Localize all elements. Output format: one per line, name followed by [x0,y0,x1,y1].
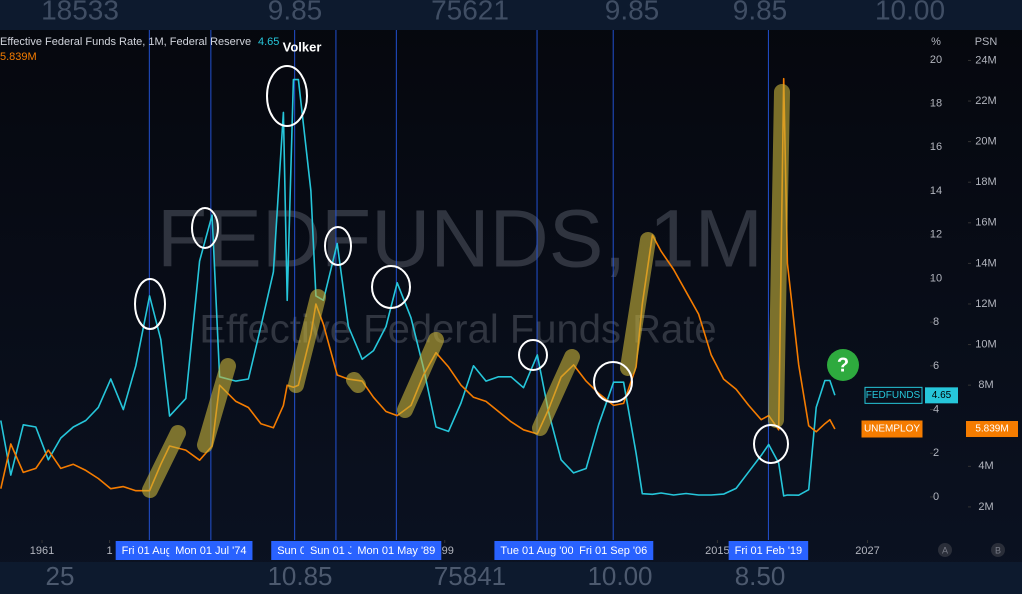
series-line [0,78,836,497]
last-value-badge [966,421,1018,438]
y-tick-label: 14 [930,185,942,197]
last-value-label: 4.65 [932,390,952,401]
marker-label: Fri 01 Aug ' [122,545,177,557]
y-tick-label: 4 [933,403,939,415]
ticker-text: 9.85 [733,0,788,25]
y-tick-label: 8 [933,316,939,328]
ticker-text: 10.00 [587,561,652,591]
y-tick-label: 20 [930,54,942,66]
y2-tick-label: 2M [978,501,993,513]
marker-label: Sun 01 Jul [310,545,362,557]
marker-label-box [728,541,809,560]
circle [266,65,308,127]
highlight [532,349,580,436]
annotation: ? [837,354,849,376]
ticker-text: 75841 [434,561,506,591]
ticker-text: 25 [46,561,75,591]
series-badge [864,386,923,404]
y2-tick-label: 14M [975,257,996,269]
x-tick-label: 2015 [705,545,729,557]
header-value: 5.839M [0,51,37,63]
ticker-text: 9.85 [605,0,660,25]
marker-label-box [494,541,580,560]
series-name: UNEMPLOY [864,424,920,435]
circle [191,207,219,249]
tickers: 18533 9.85 75621 9.85 9.85 10.00 25 10.85 75841 1… [41,0,945,591]
y-tick-label: 2 [933,447,939,459]
y-tick-label: 18 [930,98,942,110]
chart-title: Effective Federal Funds Rate, 1M, Federa… [0,36,251,48]
question-badge [827,349,859,381]
last-value-label: 5.839M [975,424,1008,435]
y2-tick-label: 20M [975,136,996,148]
ticker-text: 9.85 [268,0,323,25]
marker-label-box [115,541,183,560]
circle [371,265,411,309]
y2-tick-label: 16M [975,217,996,229]
y2-tick-label: 10M [975,338,996,350]
y2-tick-label: 22M [975,95,996,107]
annotation: Volker [283,39,322,54]
watermark-symbol: FEDFUNDS, 1M [157,194,763,285]
marker-label: Fri 01 Sep '06 [579,545,647,557]
header-value: 4.65 [258,36,279,48]
ticker-text: 10.85 [267,561,332,591]
y-tick-label: 0 [933,491,939,503]
ticker-text: 75621 [431,0,509,25]
circles [134,65,789,464]
marker-label: Mon 01 Jul '74 [175,545,246,557]
highlights [142,84,790,498]
series-name: FEDFUNDS [866,390,921,401]
marker-label-box [169,541,253,560]
scale-button[interactable] [938,543,952,557]
highlight [142,425,186,498]
marker-label: Tue 01 Aug '00 [500,545,573,557]
y-tick-label: 6 [933,360,939,372]
y-unit: % [931,36,941,48]
scale-button[interactable] [991,543,1005,557]
circle [518,339,548,371]
highlight [768,84,790,428]
y2-tick-label: 24M [975,54,996,66]
ticker-text: 18533 [41,0,119,25]
circle [134,278,166,330]
x-tick-label: 1961 [30,545,54,557]
last-value-badge [925,387,958,404]
y2-unit: PSN [975,36,998,48]
marker-label: Fri 01 Feb '19 [735,545,803,557]
scale-button-label[interactable]: A [942,545,948,555]
highlight [397,332,444,418]
y-tick-label: 12 [930,229,942,241]
y-tick-label: 16 [930,141,942,153]
y-tick-label: 10 [930,272,942,284]
scale-button-label[interactable]: B [995,545,1001,555]
ticker-text: 8.50 [735,561,786,591]
ticker-text: 10.00 [875,0,945,25]
marker-label-box [573,541,654,560]
marker-label: Sun 01 [277,545,312,557]
highlight [288,289,326,393]
highlight [620,232,656,376]
x-tick-label: 2027 [855,545,879,557]
y2-tick-label: 8M [978,379,993,391]
y2-tick-label: 12M [975,298,996,310]
highlight [197,358,236,453]
y2-tick-label: 4M [978,460,993,472]
series-badge [861,420,923,438]
circle [593,361,633,403]
marker-label: Mon 01 May '89 [357,545,435,557]
circle [753,424,789,464]
x-tick-label: 1 [106,545,112,557]
ticker-strip-top [0,0,1022,30]
ticker-strip-bottom [0,562,1022,594]
highlight [346,372,366,393]
y2-tick-label: 18M [975,176,996,188]
circle [324,226,352,266]
marker-label-box [351,541,442,560]
